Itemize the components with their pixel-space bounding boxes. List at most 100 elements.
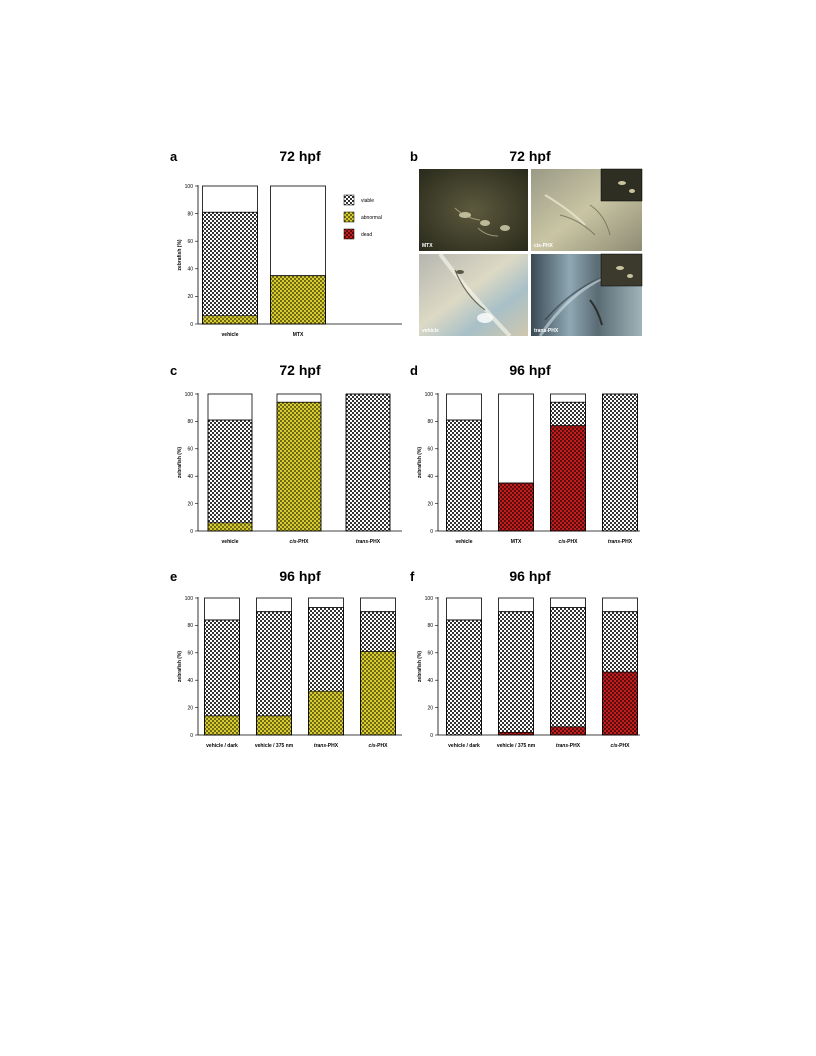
legend-label-viable: viable [361, 198, 374, 204]
photo-label-cis-phx: cis-PHX [534, 243, 554, 249]
panel-letter-a: a [170, 149, 178, 164]
bar-outline [256, 597, 292, 736]
bar-outline [345, 393, 391, 532]
bar-a-0 [202, 185, 258, 325]
panel-title-a: 72 hpf [279, 148, 321, 164]
panel-letter-c: c [170, 363, 177, 378]
x-tick-label: vehicle [222, 539, 239, 545]
bar-outline [360, 597, 396, 736]
y-tick-label: 20 [187, 501, 193, 507]
bar-d-0 [446, 393, 482, 532]
y-tick-label: 80 [187, 419, 193, 425]
panel-letter-d: d [410, 363, 418, 378]
y-tick-label: 80 [187, 211, 193, 217]
photo-inset-trans [600, 253, 643, 287]
bar-f-2 [550, 597, 586, 736]
panel-title-e: 96 hpf [279, 568, 321, 584]
x-tick-label: trans-PHX [608, 539, 633, 545]
y-tick-label: 20 [187, 705, 193, 711]
y-tick-label: 100 [425, 596, 434, 602]
bar-segment-dead [498, 482, 534, 532]
bar-segment-viable [446, 619, 482, 736]
bar-f-0 [446, 597, 482, 736]
photo-vehicle: vehicle [419, 252, 528, 338]
bar-segment-dead [550, 726, 586, 736]
x-tick-label: MTX [293, 332, 304, 338]
bar-segment-viable [202, 211, 258, 317]
bar-outline [446, 393, 482, 532]
bar-segment-abnormal [256, 715, 292, 736]
x-tick-label: cis-PHX [290, 539, 310, 545]
bar-segment-abnormal [308, 690, 344, 736]
bar-d-2 [550, 393, 586, 532]
legend-swatch-dead [343, 228, 355, 240]
bar-segment-abnormal [207, 522, 253, 532]
y-tick-label: 100 [425, 392, 434, 398]
photo-label-trans-phx: trans-PHX [534, 328, 559, 334]
bar-segment-dead [498, 731, 534, 736]
y-tick-label: 0 [190, 322, 193, 328]
bar-segment-viable [256, 611, 292, 717]
legend-label-abnormal: abnormal [361, 215, 382, 221]
bar-outline [270, 185, 326, 325]
photo-mtx: MTX [419, 169, 528, 251]
y-tick-label: 40 [187, 678, 193, 684]
y-axis-label: zebrafish (%) [417, 651, 423, 682]
bar-outline [498, 393, 534, 532]
bar-c-0 [207, 393, 253, 532]
bar-outline [204, 597, 240, 736]
bar-c-1 [276, 393, 322, 532]
y-tick-label: 60 [427, 447, 433, 453]
x-tick-label: trans-PHX [356, 539, 381, 545]
bar-segment-viable [207, 419, 253, 524]
y-axis-label: zebrafish (%) [177, 239, 183, 270]
panel-title-c: 72 hpf [279, 362, 321, 378]
bar-outline [498, 597, 534, 736]
x-tick-label: vehicle / dark [448, 743, 480, 749]
bar-segment-viable [308, 607, 344, 692]
panel-title-b: 72 hpf [509, 148, 551, 164]
bar-d-3 [602, 393, 638, 532]
y-tick-label: 0 [430, 733, 433, 739]
bar-segment-abnormal [276, 401, 322, 532]
bar-outline [276, 393, 322, 532]
panel-letter-e: e [170, 569, 177, 584]
y-tick-label: 40 [427, 474, 433, 480]
y-tick-label: 80 [427, 623, 433, 629]
y-tick-label: 20 [187, 294, 193, 300]
bar-segment-abnormal [204, 715, 240, 736]
x-tick-label: trans-PHX [314, 743, 339, 749]
bar-e-0 [204, 597, 240, 736]
x-tick-label: cis-PHX [559, 539, 579, 545]
legend-swatch-viable [343, 194, 355, 206]
bar-segment-abnormal [202, 315, 258, 325]
legend: viable abnormal dead [343, 194, 382, 240]
y-axis-label: zebrafish (%) [177, 651, 183, 682]
bar-segment-abnormal [360, 651, 396, 736]
bar-outline [446, 597, 482, 736]
bar-outline [308, 597, 344, 736]
y-tick-label: 80 [427, 419, 433, 425]
y-tick-label: 0 [430, 529, 433, 535]
y-tick-label: 100 [185, 184, 194, 190]
y-tick-label: 60 [427, 651, 433, 657]
bar-segment-dead [602, 671, 638, 736]
x-tick-label: cis-PHX [611, 743, 631, 749]
bar-segment-viable [602, 393, 638, 532]
bar-outline [202, 185, 258, 325]
bar-a-1 [270, 185, 326, 325]
x-tick-label: MTX [511, 539, 522, 545]
bar-segment-viable [602, 611, 638, 673]
photo-trans-phx: trans-PHX [531, 253, 643, 337]
bar-segment-viable [204, 619, 240, 717]
y-axis-label: zebrafish (%) [417, 447, 423, 478]
y-tick-label: 20 [427, 705, 433, 711]
x-tick-label: trans-PHX [556, 743, 581, 749]
y-tick-label: 100 [185, 596, 194, 602]
bar-d-1 [498, 393, 534, 532]
y-tick-label: 60 [187, 651, 193, 657]
legend-swatch-abnormal [343, 211, 355, 223]
y-tick-label: 60 [187, 239, 193, 245]
bar-segment-viable [550, 607, 586, 728]
